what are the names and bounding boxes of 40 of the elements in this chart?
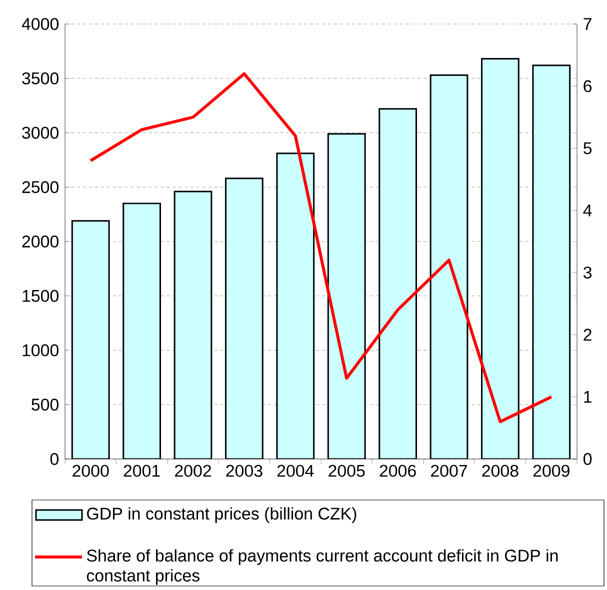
line-series bbox=[89, 72, 553, 424]
x-tick-label: 2007 bbox=[431, 464, 467, 477]
bar bbox=[532, 64, 571, 459]
x-tick-label: 2004 bbox=[277, 464, 314, 477]
bar bbox=[276, 152, 315, 459]
x-tick-label: 2009 bbox=[533, 464, 570, 477]
y-tick-label: 1500 bbox=[22, 290, 58, 302]
y-tick-label: 3000 bbox=[22, 126, 58, 139]
y2-tick-label: 7 bbox=[584, 18, 592, 30]
y-tick-label: 0 bbox=[50, 453, 58, 465]
y2-tick-label: 2 bbox=[584, 328, 592, 341]
y-tick-label: 3500 bbox=[22, 72, 58, 84]
bar bbox=[174, 190, 212, 459]
x-tick-label: 2008 bbox=[482, 464, 518, 477]
bar bbox=[481, 58, 520, 459]
y-tick-label: 2500 bbox=[22, 181, 58, 194]
x-tick-label: 2006 bbox=[380, 464, 416, 477]
x-tick-label: 2001 bbox=[124, 464, 160, 477]
bar bbox=[71, 220, 110, 459]
bar bbox=[122, 202, 161, 459]
bar bbox=[430, 74, 468, 459]
y2-tick-label: 0 bbox=[584, 453, 592, 465]
x-tick-label: 2005 bbox=[328, 464, 365, 477]
bar bbox=[378, 108, 417, 459]
y-tick-label: 4000 bbox=[22, 18, 58, 30]
bar bbox=[327, 133, 366, 459]
y2-tick-label: 1 bbox=[584, 391, 592, 403]
y2-tick-label: 6 bbox=[584, 80, 592, 92]
y2-tick-label: 5 bbox=[584, 142, 592, 154]
x-tick-label: 2002 bbox=[175, 464, 211, 477]
y2-tick-label: 3 bbox=[583, 266, 592, 279]
y2-tick-label: 4 bbox=[583, 204, 592, 216]
y-tick-label: 2000 bbox=[22, 236, 58, 248]
x-tick-label: 2003 bbox=[226, 464, 262, 477]
text: GDP in constant prices (billion CZK) bbox=[87, 507, 356, 523]
y-tick-label: 1000 bbox=[22, 344, 58, 356]
bar bbox=[225, 178, 264, 459]
legend-label: Share of balance of payments current account deficit in GDP in constant prices bbox=[86, 549, 558, 585]
y-tick-label: 500 bbox=[32, 398, 58, 411]
x-tick-label: 2000 bbox=[72, 464, 109, 477]
